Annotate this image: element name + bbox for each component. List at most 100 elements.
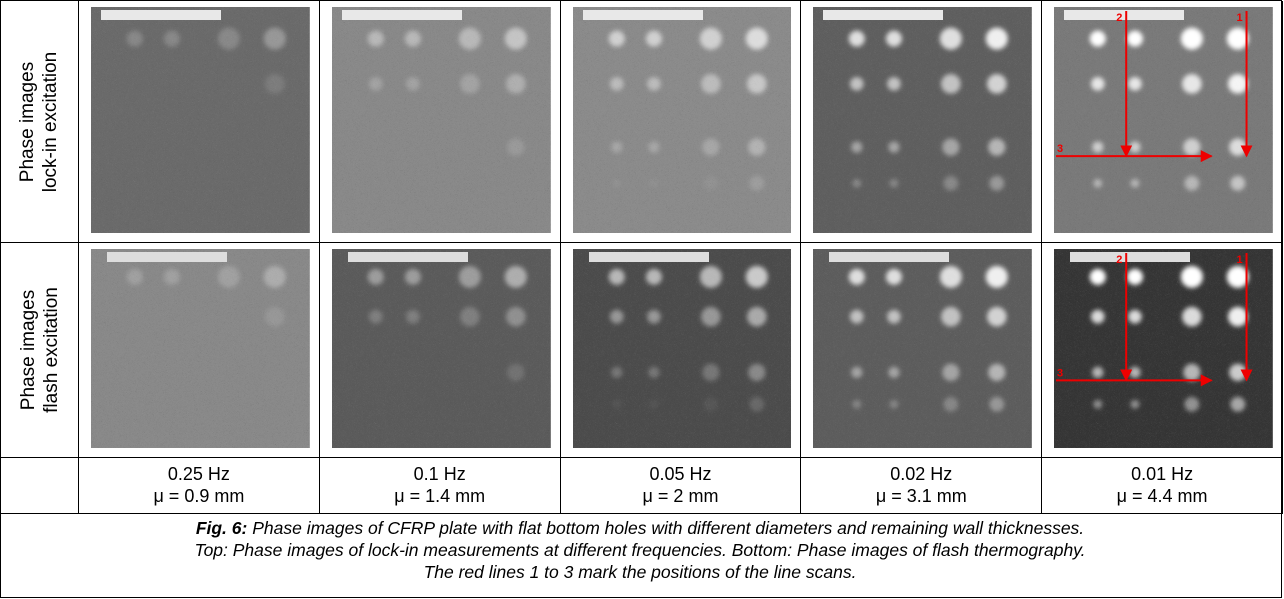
hole [853,179,862,188]
hole [943,364,960,381]
thermography-image [332,7,551,233]
hole [647,310,661,324]
hole [941,307,961,327]
hole [459,266,481,288]
label-strip [829,252,949,262]
hole [748,364,765,381]
hole [646,31,662,47]
hole [943,139,960,156]
hole [264,28,286,50]
hole [1090,31,1106,47]
hole [608,31,624,47]
row-header-line: flash excitation [41,287,62,413]
line-scan-label: 2 [1116,254,1122,266]
hole [852,142,863,153]
image-cell [801,243,1042,458]
hole [1185,397,1200,412]
hole [1181,266,1203,288]
line-scan-label: 2 [1116,12,1122,24]
label-strip [342,10,462,20]
hole [940,266,962,288]
hole [748,139,765,156]
hole [745,28,767,50]
hole [406,310,420,324]
image-cell [561,243,802,458]
hole [608,269,624,285]
hole [406,77,420,91]
hole [1228,307,1248,327]
hole [747,307,767,327]
label-strip [101,10,221,20]
hole [1229,364,1246,381]
hole [940,28,962,50]
label-strip [1070,252,1190,262]
row-header-line: Phase images [18,290,39,410]
hole [890,179,899,188]
hole [888,310,902,324]
hole [852,367,863,378]
image-cell [561,1,802,243]
row-header-line: lock-in excitation [41,51,62,191]
thermography-image [573,249,792,448]
hole [1227,266,1249,288]
hole [1092,142,1103,153]
hole [460,74,480,94]
hole [610,77,624,91]
hole [647,77,661,91]
hole [1127,31,1143,47]
hole [648,367,659,378]
caption-label: Fig. 6: [196,518,248,538]
hole [1128,310,1142,324]
hole [886,269,902,285]
hole [1091,77,1105,91]
penetration-depth: μ = 3.1 mm [801,485,1041,507]
thermography-image [91,249,310,448]
penetration-depth: μ = 0.9 mm [79,485,319,507]
hole [888,77,902,91]
hole [368,269,384,285]
hole [610,310,624,324]
hole [460,307,480,327]
line-scan-label: 3 [1057,367,1063,379]
hole [890,400,899,409]
hole [1090,269,1106,285]
hole [699,266,721,288]
line-scan-label: 1 [1237,254,1243,266]
hole [265,307,285,327]
hole [505,266,527,288]
hole [405,269,421,285]
hole [507,364,524,381]
caption: Fig. 6: Phase images of CFRP plate with … [0,513,1280,583]
hole [1183,364,1200,381]
hole [701,307,721,327]
thermography-image [813,249,1032,448]
hole [505,28,527,50]
caption-line: Phase images of CFRP plate with flat bot… [247,518,1084,538]
hole [987,74,1007,94]
hole [405,31,421,47]
row-header-line: Phase images [18,61,39,181]
hole [648,142,659,153]
hole [127,31,143,47]
hole [701,74,721,94]
hole [369,310,383,324]
hole [649,400,658,409]
hole [1229,139,1246,156]
hole [1185,176,1200,191]
hole [944,176,959,191]
frequency: 0.1 Hz [320,463,560,485]
thermography-image: 1 2 3 [1054,249,1273,448]
hole [702,139,719,156]
hole [1183,139,1200,156]
hole [987,307,1007,327]
hole [1127,269,1143,285]
hole [702,364,719,381]
